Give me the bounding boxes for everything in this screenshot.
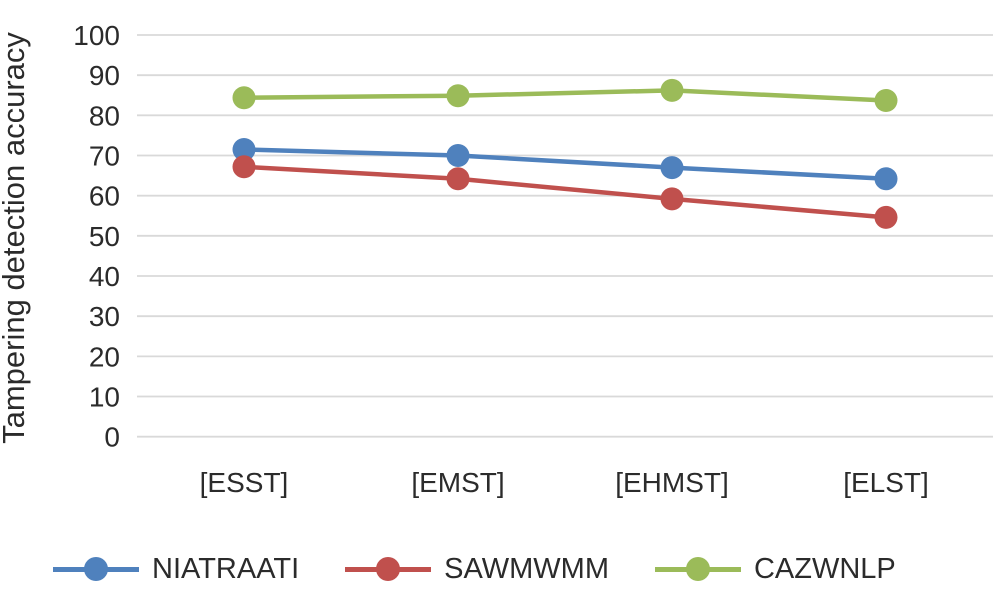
- y-axis-tick-labels: 0 10 20 30 40 50 60 70 80 90 100: [73, 20, 120, 453]
- circle-marker-icon: [84, 557, 108, 581]
- series-line: [241, 164, 889, 220]
- data-point-marker: [446, 167, 470, 191]
- legend-label: CAZWNLP: [753, 552, 896, 585]
- legend-label: SAWMWMM: [444, 552, 609, 585]
- y-tick-label: 40: [89, 261, 120, 292]
- y-tick-label: 0: [104, 422, 120, 453]
- legend-line-marker-red: [345, 557, 432, 581]
- circle-marker-icon: [685, 557, 710, 581]
- x-axis-tick-labels: [ESST] [EMST] [EHMST] [ELST]: [200, 467, 929, 498]
- x-axis-label: [ESST]: [200, 467, 289, 498]
- gridlines: [137, 34, 993, 438]
- legend-line-marker-blue: [53, 557, 139, 581]
- data-point-marker: [232, 138, 256, 161]
- series-layer: [232, 78, 898, 229]
- data-point-marker: [446, 84, 470, 108]
- legend-item-niatraati: NIATRAATI: [53, 553, 299, 586]
- y-tick-label: 30: [89, 301, 120, 332]
- legend-item-cazwnlp: CAZWNLP: [654, 552, 896, 586]
- y-tick-label: 80: [89, 100, 120, 131]
- x-axis-label: [EMST]: [411, 467, 504, 498]
- data-point-marker: [874, 205, 898, 229]
- data-point-marker: [874, 167, 898, 191]
- data-point-marker: [232, 155, 256, 179]
- data-point-marker: [446, 144, 470, 167]
- y-axis-title: Tampering detection accuracy: [0, 32, 31, 444]
- plot-area: Tampering detection accuracy 0 10 20 30 40 50…: [0, 20, 993, 498]
- y-tick-label: 70: [89, 141, 120, 172]
- circle-marker-icon: [376, 557, 401, 581]
- data-point-marker: [660, 156, 684, 180]
- legend-line-marker-green: [654, 557, 741, 581]
- series-line: [241, 147, 889, 182]
- y-tick-label: 90: [89, 60, 120, 91]
- y-tick-label: 20: [89, 341, 120, 372]
- data-point-marker: [874, 89, 898, 112]
- y-tick-label: 10: [89, 382, 120, 413]
- x-axis-label: [EHMST]: [615, 467, 729, 498]
- data-point-marker: [660, 78, 684, 102]
- x-axis-label: [ELST]: [843, 467, 929, 498]
- legend: NIATRAATI SAWMWMM CAZWNLP: [53, 548, 896, 590]
- y-tick-label: 100: [73, 20, 120, 51]
- data-point-marker: [660, 187, 684, 211]
- legend-item-sawmwmm: SAWMWMM: [345, 553, 609, 586]
- y-tick-label: 60: [89, 181, 120, 212]
- y-tick-label: 50: [89, 221, 120, 252]
- data-point-marker: [232, 86, 256, 110]
- series-line: [241, 88, 889, 103]
- legend-label: NIATRAATI: [152, 552, 300, 585]
